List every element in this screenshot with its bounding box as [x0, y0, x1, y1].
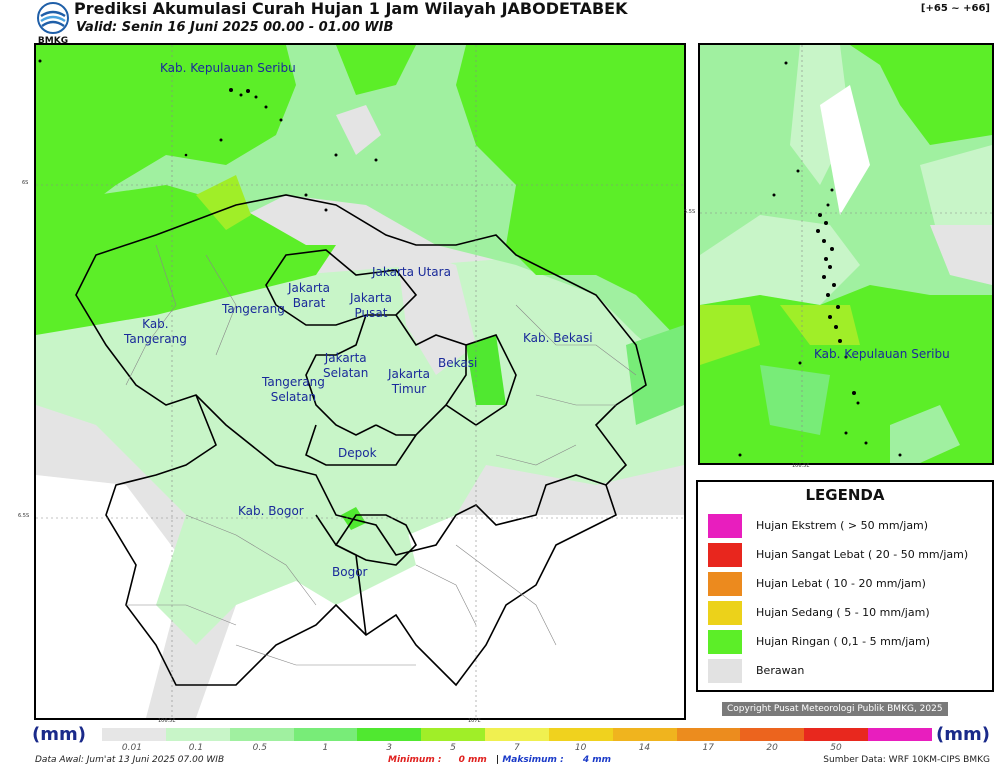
colorbar-unit-right: (mm) [936, 724, 990, 745]
colorbar-tick-label: 3 [386, 743, 393, 753]
colorbar [102, 728, 933, 741]
colorbar-segment [612, 728, 678, 741]
lat-tick-6-5s: 6.5S [18, 513, 30, 519]
data-source: Sumber Data: WRF 10KM-CIPS BMKG [823, 755, 990, 765]
colorbar-tick-label: 17 [702, 743, 714, 753]
inset-lat-tick: 5.5S [684, 209, 696, 215]
map-title: Prediksi Akumulasi Curah Hujan 1 Jam Wil… [74, 0, 628, 18]
legend-swatch [708, 659, 742, 683]
valid-period: Valid: Senin 16 Juni 2025 00.00 - 01.00 … [76, 20, 394, 35]
forecast-range: [+65 ~ +66] [920, 3, 990, 14]
colorbar-unit-left: (mm) [32, 724, 86, 745]
legend-label: Hujan Ekstrem ( > 50 mm/jam) [756, 519, 929, 532]
colorbar-tick-label: 20 [766, 743, 778, 753]
colorbar-segment [165, 728, 231, 741]
label-kab-bekasi: Kab. Bekasi [523, 331, 593, 345]
colorbar-segment [357, 728, 422, 741]
legend-swatch [708, 543, 742, 567]
legend-label: Hujan Sangat Lebat ( 20 - 50 mm/jam) [756, 548, 969, 561]
label-kab-tangerang: Kab. Tangerang [124, 317, 187, 346]
label-jakarta-barat: Jakarta Barat [288, 281, 330, 310]
colorbar-segment [740, 728, 805, 741]
colorbar-tick-label: 0.1 [188, 743, 204, 753]
legend-label: Hujan Sedang ( 5 - 10 mm/jam) [756, 606, 930, 619]
colorbar-segment [548, 728, 614, 741]
minimum-value: 0 mm [458, 755, 487, 765]
maksimum-value: 4 mm [582, 755, 611, 765]
colorbar-tick-label: 5 [450, 743, 456, 753]
colorbar-segment [868, 728, 933, 741]
colorbar-tick-label: 0.5 [252, 743, 267, 753]
lon-tick-106-5e: 106.5E [158, 718, 176, 724]
inset-label-kepulauan-seribu: Kab. Kepulauan Seribu [814, 347, 950, 361]
min-max-summary: Minimum : 0 mm | Maksimum : 4 mm [388, 755, 611, 765]
label-kab-bogor: Kab. Bogor [238, 504, 304, 518]
colorbar-segment [229, 728, 295, 741]
legend-label: Hujan Lebat ( 10 - 20 mm/jam) [756, 577, 926, 590]
inset-map[interactable]: Kab. Kepulauan Seribu [698, 43, 994, 465]
inset-lon-tick: 106.5E [792, 463, 810, 469]
colorbar-tick-label: 50 [830, 743, 842, 753]
colorbar-tick-label: 10 [574, 743, 587, 753]
label-tangerang-selatan: Tangerang Selatan [262, 375, 325, 404]
colorbar-segment [102, 728, 167, 741]
colorbar-segment [293, 728, 358, 741]
legend-swatch [708, 514, 742, 538]
copyright-notice: Copyright Pusat Meteorologi Publik BMKG,… [722, 702, 948, 716]
separator: | [495, 755, 500, 765]
initial-data-time: Data Awal: Jum'at 13 Juni 2025 07.00 WIB [35, 755, 225, 765]
label-kepulauan-seribu: Kab. Kepulauan Seribu [160, 61, 296, 75]
colorbar-tick-label: 0.01 [121, 743, 142, 753]
bmkg-logo: BMKG [33, 2, 73, 46]
legend: LEGENDA Hujan Ekstrem ( > 50 mm/jam) Huj… [696, 480, 994, 692]
maksimum-label: Maksimum : [502, 755, 564, 765]
minimum-label: Minimum : [388, 755, 442, 765]
legend-title: LEGENDA [805, 486, 885, 504]
legend-label: Berawan [756, 664, 805, 677]
legend-swatch [708, 630, 742, 654]
lat-tick-6s: 6S [22, 180, 29, 186]
label-jakarta-selatan: Jakarta Selatan [323, 351, 369, 380]
legend-swatch [708, 601, 742, 625]
main-map[interactable]: Kab. Kepulauan Seribu Jakarta Utara Jaka… [34, 43, 686, 720]
label-tangerang: Tangerang [222, 302, 285, 316]
label-depok: Depok [338, 446, 377, 460]
label-bekasi: Bekasi [438, 356, 478, 370]
label-jakarta-pusat: Jakarta Pusat [350, 291, 392, 320]
label-bogor: Bogor [332, 565, 368, 579]
main-map-canvas [36, 45, 684, 718]
lon-tick-107e: 107E [468, 718, 481, 724]
colorbar-tick-label: 14 [638, 743, 651, 753]
colorbar-segment [485, 728, 550, 741]
colorbar-tick-label: 7 [514, 743, 520, 753]
label-jakarta-utara: Jakarta Utara [372, 265, 451, 279]
colorbar-segment [421, 728, 486, 741]
colorbar-tick-label: 1 [322, 743, 329, 753]
label-jakarta-timur: Jakarta Timur [388, 367, 430, 396]
legend-swatch [708, 572, 742, 596]
inset-map-canvas [700, 45, 992, 463]
colorbar-segment [676, 728, 741, 741]
colorbar-segment [804, 728, 869, 741]
logo-text: BMKG [38, 36, 68, 44]
legend-label: Hujan Ringan ( 0,1 - 5 mm/jam) [756, 635, 931, 648]
